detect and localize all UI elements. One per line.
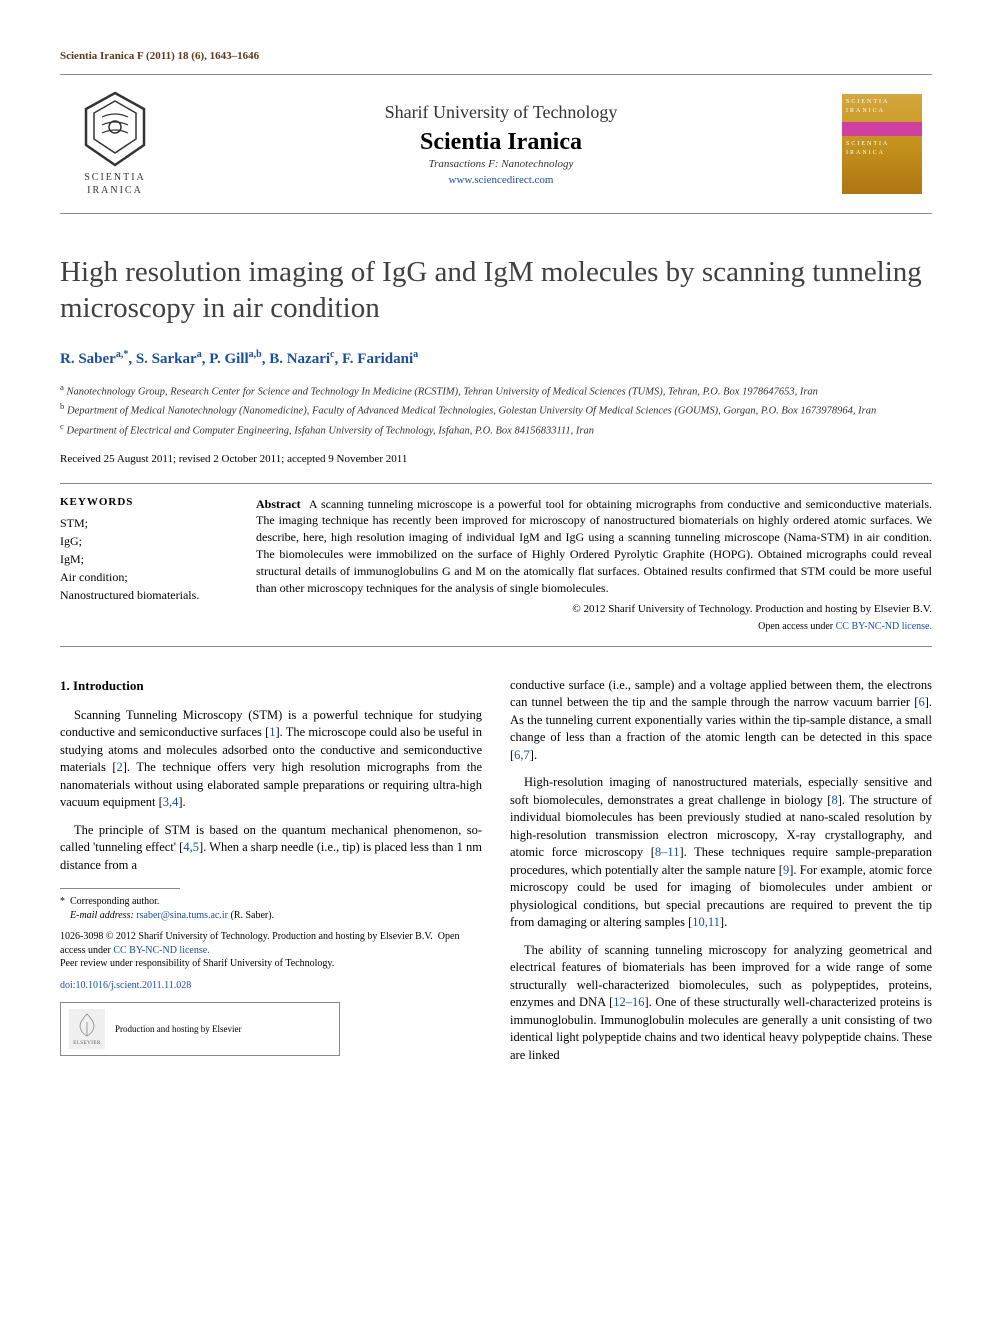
citation-link[interactable]: 9 [783, 863, 789, 877]
keywords-list: STM;IgG;IgM;Air condition;Nanostructured… [60, 514, 230, 604]
paragraph: High-resolution imaging of nanostructure… [510, 774, 932, 932]
transactions-name: Transactions F: Nanotechnology [160, 158, 842, 170]
author-list: R. Sabera,*, S. Sarkara, P. Gilla,b, B. … [60, 349, 932, 368]
journal-logo-left: SCIENTIA IRANICA [70, 91, 160, 197]
column-right: conductive surface (i.e., sample) and a … [510, 677, 932, 1075]
copyright-line: © 2012 Sharif University of Technology. … [256, 602, 932, 617]
license-link[interactable]: CC BY-NC-ND license. [113, 945, 209, 956]
footnote-separator [60, 888, 180, 889]
elsevier-logo: ELSEVIER [69, 1009, 105, 1049]
paragraph: The principle of STM is based on the qua… [60, 822, 482, 875]
paragraph: Scanning Tunneling Microscopy (STM) is a… [60, 707, 482, 812]
journal-reference: Scientia Iranica F (2011) 18 (6), 1643–1… [60, 50, 932, 62]
abstract-box: Abstract A scanning tunneling microscope… [240, 484, 932, 646]
issn-footnote: 1026-3098 © 2012 Sharif University of Te… [60, 930, 482, 957]
abstract-text: A scanning tunneling microscope is a pow… [256, 497, 932, 595]
affiliation-b: b Department of Medical Nanotechnology (… [60, 401, 932, 419]
citation-link[interactable]: 12–16 [613, 995, 644, 1009]
journal-header: SCIENTIA IRANICA Sharif University of Te… [60, 74, 932, 214]
university-name: Sharif University of Technology [160, 102, 842, 123]
corresponding-footnote: * Corresponding author. E-mail address: … [60, 895, 482, 922]
article-dates: Received 25 August 2011; revised 2 Octob… [60, 453, 932, 465]
license-line: Open access under CC BY-NC-ND license. [256, 620, 932, 634]
body-columns: 1. Introduction Scanning Tunneling Micro… [60, 677, 932, 1075]
citation-link[interactable]: 8 [831, 793, 837, 807]
citation-link[interactable]: 10,11 [692, 915, 720, 929]
journal-name: Scientia Iranica [160, 129, 842, 156]
journal-url[interactable]: www.sciencedirect.com [160, 174, 842, 186]
cover-band [842, 122, 922, 136]
logo-text-2: IRANICA [70, 184, 160, 197]
citation-link[interactable]: 1 [269, 725, 275, 739]
email-link[interactable]: rsaber@sina.tums.ac.ir [136, 910, 228, 921]
citation-link[interactable]: 8–11 [655, 845, 680, 859]
logo-text-1: SCIENTIA [70, 171, 160, 184]
abstract-label: Abstract [256, 497, 301, 511]
keywords-box: KEYWORDS STM;IgG;IgM;Air condition;Nanos… [60, 484, 240, 646]
affiliation-a: a Nanotechnology Group, Research Center … [60, 382, 932, 400]
keywords-abstract-row: KEYWORDS STM;IgG;IgM;Air condition;Nanos… [60, 483, 932, 647]
paragraph: The ability of scanning tunneling micros… [510, 942, 932, 1065]
citation-link[interactable]: 4,5 [183, 840, 199, 854]
cover-text: IRANICA [846, 107, 918, 116]
journal-cover-thumbnail: SCIENTIA IRANICA SCIENTIA IRANICA [842, 94, 922, 194]
license-link[interactable]: CC BY-NC-ND license. [836, 621, 932, 632]
elsevier-hosting-text: Production and hosting by Elsevier [115, 1023, 241, 1036]
header-center: Sharif University of Technology Scientia… [160, 102, 842, 186]
article-title: High resolution imaging of IgG and IgM m… [60, 254, 932, 327]
asterisk-icon: * [60, 896, 65, 907]
elsevier-tree-icon [75, 1012, 99, 1038]
peer-review-footnote: Peer review under responsibility of Shar… [60, 957, 482, 971]
citation-link[interactable]: 6 [918, 695, 924, 709]
citation-link[interactable]: 3,4 [163, 795, 179, 809]
affiliation-c: c Department of Electrical and Computer … [60, 421, 932, 439]
cover-text: IRANICA [846, 149, 918, 158]
doi-link[interactable]: doi:10.1016/j.scient.2011.11.028 [60, 979, 482, 993]
cover-text: SCIENTIA [846, 140, 918, 149]
scientia-logo-icon [82, 91, 148, 167]
citation-link[interactable]: 6,7 [514, 748, 530, 762]
paragraph: conductive surface (i.e., sample) and a … [510, 677, 932, 765]
section-heading-intro: 1. Introduction [60, 677, 482, 695]
elsevier-hosting-box: ELSEVIER Production and hosting by Elsev… [60, 1002, 340, 1056]
keywords-heading: KEYWORDS [60, 496, 230, 508]
citation-link[interactable]: 2 [117, 760, 123, 774]
column-left: 1. Introduction Scanning Tunneling Micro… [60, 677, 482, 1075]
cover-text: SCIENTIA [846, 98, 918, 107]
